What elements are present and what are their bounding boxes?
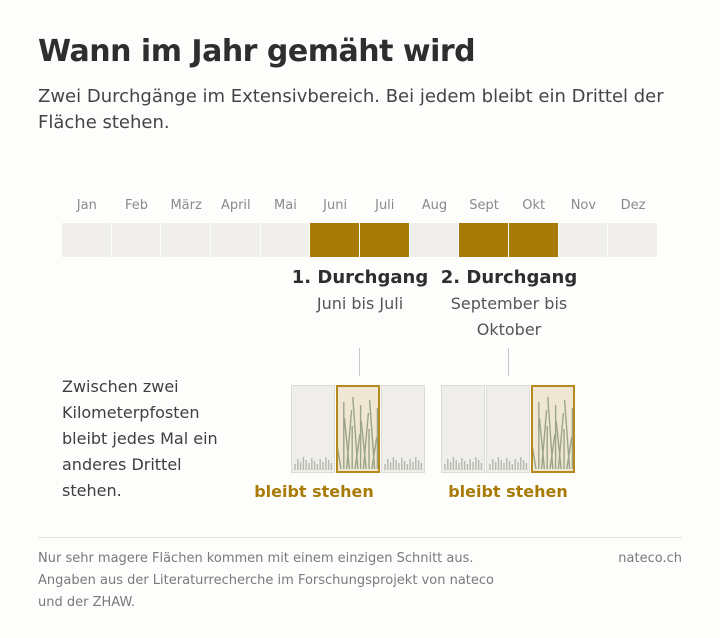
page-subtitle: Zwei Durchgänge im Extensivbereich. Bei … [38,86,664,133]
mown-third [291,385,335,473]
tall-grass-icon [338,396,378,470]
month-cell [608,223,658,257]
section-strip-pass-2 [441,385,576,475]
pass-1-range: Juni bis Juli [316,294,404,313]
kept-label-pass-2: bleibt stehen [448,482,568,501]
mowing-month-cell [310,223,360,257]
month-cell [62,223,112,257]
month-label: Sept [469,198,499,213]
month-label: Feb [124,198,148,213]
section-strip-pass-1 [291,385,426,475]
mowing-month-cell [359,223,410,257]
month-label: Nov [570,198,597,213]
standing-third [336,385,380,473]
month-label: Jan [76,198,97,213]
mown-grass-icon [384,457,423,470]
mowing-month-cell [459,223,509,257]
month-label: Dez [620,198,646,213]
explanation-text: Zwischen zwei Kilometerpfosten bleibt je… [62,377,218,500]
month-label: März [170,198,202,213]
mown-third [441,385,485,473]
mown-grass-icon [294,457,333,470]
mown-grass-icon [489,457,528,470]
footer-divider [38,537,682,538]
pass-2-connector [508,348,509,376]
mowing-month-cell [508,223,559,257]
month-label: April [220,198,251,213]
month-label: Juni [323,198,348,213]
month-cell [210,223,261,257]
month-labels: Jan Feb März April Mai Juni Juli Aug Sep… [62,198,658,216]
tall-grass-icon [533,396,573,470]
month-cell [409,223,460,257]
pass-2-range: September bis Oktober [450,294,568,339]
page-title: Wann im Jahr gemäht wird [38,34,476,69]
month-cell [161,223,211,257]
mown-third [486,385,530,473]
month-label: Aug [421,198,448,213]
mown-third [381,385,425,473]
pass-1: 1. Durchgang Juni bis Juli [285,265,435,317]
mowing-calendar-bar [62,223,658,257]
pass-2: 2. Durchgang September bis Oktober [434,265,584,343]
month-cell [260,223,311,257]
pass-2-title: 2. Durchgang [440,267,578,288]
source-credit: nateco.ch [618,551,682,566]
mown-grass-icon [444,457,483,470]
kept-label-pass-1: bleibt stehen [254,482,374,501]
pass-1-connector [359,348,360,376]
month-cell [111,223,162,257]
month-label: Juli [375,198,395,213]
month-cell [558,223,609,257]
footer-note: Nur sehr magere Flächen kommen mit einem… [38,551,494,610]
pass-1-title: 1. Durchgang [291,267,429,288]
standing-third [531,385,575,473]
month-label: Mai [274,198,297,213]
month-label: Okt [522,198,546,213]
